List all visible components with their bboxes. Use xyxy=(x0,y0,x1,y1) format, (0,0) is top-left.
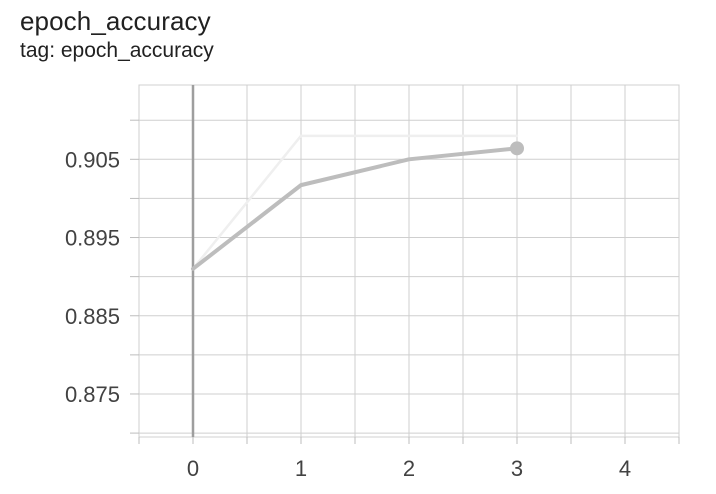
chart-title: epoch_accuracy xyxy=(20,6,211,36)
x-tick-label: 1 xyxy=(295,456,307,481)
series-end-point xyxy=(510,141,524,156)
x-tick-label: 3 xyxy=(511,456,523,481)
grid xyxy=(130,84,680,444)
y-tick-label: 0.875 xyxy=(65,382,120,407)
x-tick-label: 4 xyxy=(619,456,631,481)
chart-subtitle: tag: epoch_accuracy xyxy=(20,39,214,62)
tick-labels: 0 1 2 3 4 0.875 0.885 0.895 0.905 xyxy=(65,147,631,481)
x-tick-label: 2 xyxy=(403,456,415,481)
y-tick-label: 0.895 xyxy=(65,226,120,251)
y-tick-label: 0.885 xyxy=(65,304,120,329)
series-line-smoothed xyxy=(191,146,519,271)
y-tick-label: 0.905 xyxy=(65,147,120,172)
x-tick-label: 0 xyxy=(187,456,199,481)
chart-header: epoch_accuracy tag: epoch_accuracy xyxy=(20,6,214,64)
series-line-raw xyxy=(191,134,519,271)
series-group xyxy=(191,134,524,271)
